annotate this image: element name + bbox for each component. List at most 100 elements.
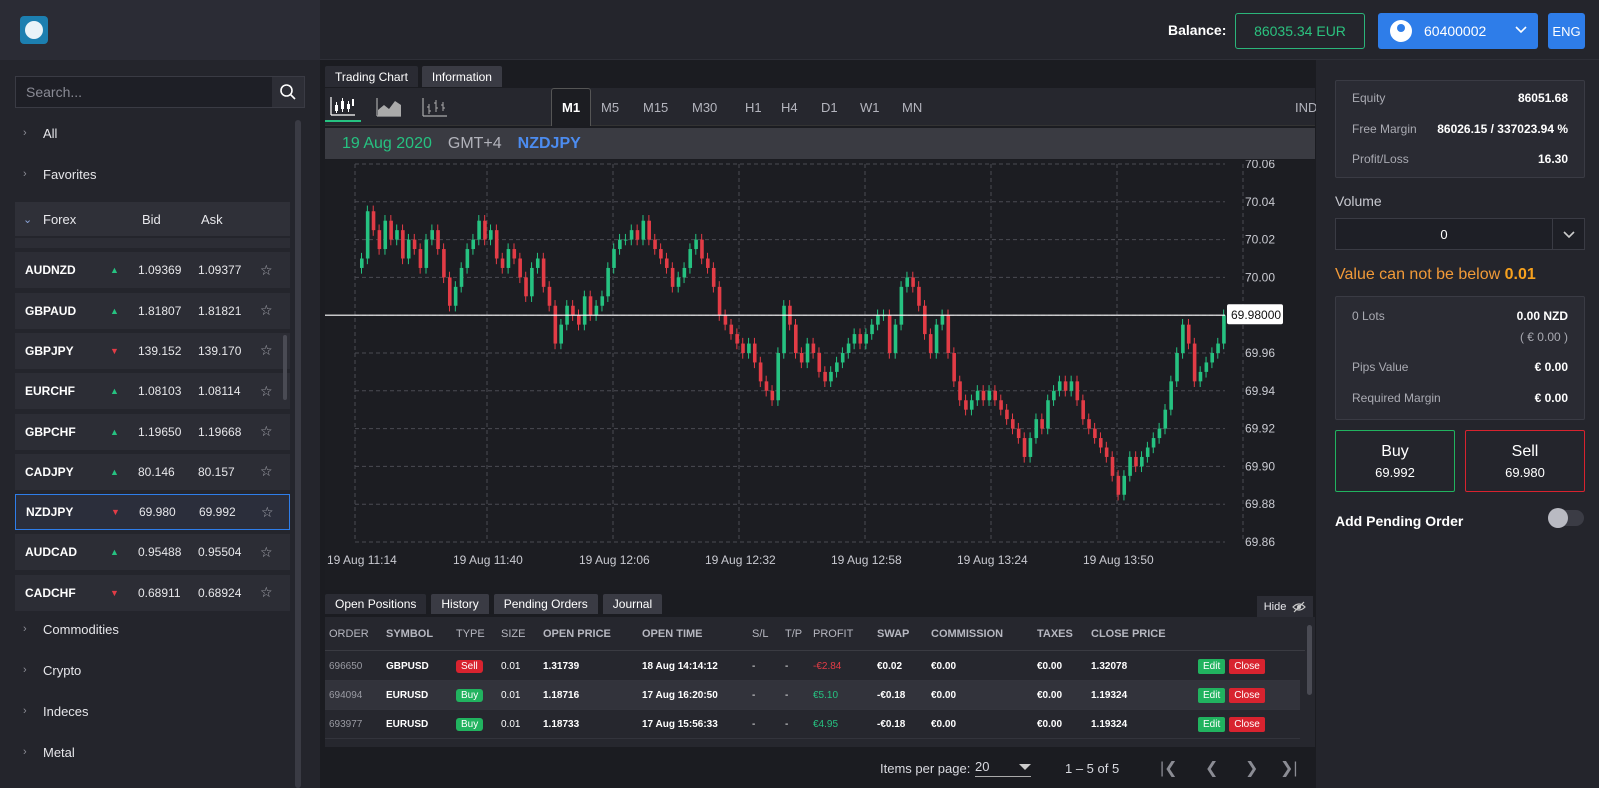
tab-journal[interactable]: Journal [602, 594, 663, 614]
candle-body [952, 353, 956, 382]
forex-row-gbpaud[interactable]: GBPAUD ▲ 1.81807 1.81821 ☆ [15, 292, 290, 329]
forex-row-cadchf[interactable]: CADCHF ▼ 0.68911 0.68924 ☆ [15, 574, 290, 611]
table-row[interactable]: 694094 EURUSD Buy 0.01 1.18716 17 Aug 16:20:5… [325, 681, 1300, 710]
star-icon[interactable]: ☆ [260, 302, 273, 319]
bid-price: 0.95488 [138, 545, 182, 560]
category-indeces[interactable]: › Indeces [15, 696, 290, 726]
timeframe-m15[interactable]: M15 [643, 99, 669, 115]
forex-row-audcad[interactable]: AUDCAD ▲ 0.95488 0.95504 ☆ [15, 534, 290, 571]
candle-body [1210, 353, 1215, 363]
candlestick-icon[interactable] [325, 92, 361, 122]
pending-order-toggle[interactable] [1548, 508, 1584, 528]
candle-body [799, 353, 804, 363]
forex-row-audnzd[interactable]: AUDNZD ▲ 1.09369 1.09377 ☆ [15, 252, 290, 289]
timeframe-m5[interactable]: M5 [601, 99, 620, 115]
items-per-page-select[interactable]: 20 [975, 759, 1031, 777]
stop-loss: - [752, 718, 756, 730]
order-size: 0.01 [501, 689, 521, 701]
forex-row-gbpchf[interactable]: GBPCHF ▲ 1.19650 1.19668 ☆ [15, 413, 290, 450]
volume-input[interactable]: 0 [1335, 218, 1585, 250]
star-icon[interactable]: ☆ [260, 543, 273, 560]
star-icon[interactable]: ☆ [261, 503, 274, 520]
star-icon[interactable]: ☆ [260, 238, 273, 239]
close-position-button[interactable]: Close [1229, 687, 1265, 703]
candlestick-chart[interactable]: 70.0670.0470.0270.0069.9869.9669.9469.92… [325, 160, 1315, 590]
timeframe-mn[interactable]: MN [902, 99, 923, 115]
star-icon[interactable]: ☆ [260, 463, 273, 480]
search-button[interactable] [272, 77, 304, 107]
bar-chart-icon[interactable] [417, 92, 453, 122]
timeframe-d1[interactable]: D1 [821, 99, 838, 115]
last-page-icon[interactable]: ❯| [1280, 760, 1298, 777]
table-row[interactable]: 696650 GBPUSD Sell 0.01 1.31739 18 Aug 14:14:… [325, 652, 1300, 681]
tab-history[interactable]: History [431, 594, 489, 614]
candle-body [923, 305, 927, 335]
sidebar-scrollbar[interactable] [295, 120, 301, 788]
prev-page-icon[interactable]: ❮ [1205, 760, 1219, 777]
sell-button[interactable]: Sell 69.980 [1465, 430, 1585, 492]
star-icon[interactable]: ☆ [260, 342, 273, 359]
category-metal[interactable]: › Metal [15, 737, 290, 767]
account-dropdown[interactable]: 60400002 [1378, 13, 1538, 49]
area-chart-icon[interactable] [371, 92, 407, 122]
buy-button[interactable]: Buy 69.992 [1335, 430, 1455, 492]
forex-row-cadjpy[interactable]: CADJPY ▲ 80.146 80.157 ☆ [15, 453, 290, 490]
candle-body [430, 230, 434, 240]
candle-body [670, 267, 675, 287]
pips-row: Pips Value € 0.00 [1352, 360, 1568, 374]
open-price: 1.18733 [543, 718, 580, 730]
candle-body [383, 220, 388, 250]
tab-open-positions[interactable]: Open Positions [325, 594, 427, 614]
candle-body [829, 371, 833, 382]
candle-body [1052, 390, 1056, 401]
edit-button[interactable]: Edit [1198, 687, 1226, 703]
category-favorites[interactable]: › Favorites [15, 159, 290, 189]
star-icon[interactable]: ☆ [260, 423, 273, 439]
open-price: 1.31739 [543, 660, 580, 672]
current-price-tag [1227, 304, 1283, 325]
edit-button[interactable]: Edit [1198, 658, 1226, 674]
lots-eur: ( € 0.00 ) [1519, 330, 1568, 344]
first-page-icon[interactable]: |❮ [1160, 760, 1178, 777]
forex-row-eurchf[interactable]: EURCHF ▲ 1.08103 1.08114 ☆ [15, 373, 290, 410]
swap: -€0.18 [877, 718, 906, 730]
category-forex-header[interactable]: ⌄ Forex Bid Ask [15, 202, 290, 236]
language-button[interactable]: ENG [1548, 13, 1585, 49]
candle-body [371, 211, 376, 231]
star-icon[interactable]: ☆ [260, 382, 273, 399]
tab-pending-orders[interactable]: Pending Orders [493, 594, 598, 614]
price-chart[interactable]: 70.0670.0470.0270.0069.9869.9669.9469.92… [325, 160, 1315, 590]
tab-information[interactable]: Information [421, 66, 502, 87]
table-scrollbar[interactable] [1307, 625, 1312, 695]
forex-row-gbpjpy[interactable]: GBPJPY ▼ 139.152 139.170 ☆ [15, 332, 290, 369]
next-page-icon[interactable]: ❯ [1245, 760, 1259, 777]
category-commodities[interactable]: › Commodities [15, 614, 290, 644]
close-position-button[interactable]: Close [1229, 658, 1265, 674]
candle-body [1081, 400, 1085, 420]
close-position-button[interactable]: Close [1229, 716, 1265, 732]
timeframe-h1[interactable]: H1 [745, 99, 762, 115]
chevron-down-icon[interactable] [1552, 219, 1584, 249]
star-icon[interactable]: ☆ [260, 261, 273, 278]
timeframe-w1[interactable]: W1 [860, 99, 880, 115]
candle-body [518, 258, 522, 278]
category-crypto[interactable]: › Crypto [15, 655, 290, 685]
timeframe-h4[interactable]: H4 [781, 99, 798, 115]
category-all[interactable]: › All [15, 118, 290, 148]
timeframe-m30[interactable]: M30 [692, 99, 718, 115]
tab-trading-chart[interactable]: Trading Chart [325, 66, 418, 87]
forex-list-scrollbar[interactable] [283, 335, 287, 400]
search-input[interactable] [16, 77, 272, 107]
free-margin-value: 86026.15 / 337023.94 % [1437, 122, 1568, 136]
timeframe-m1[interactable]: M1 [551, 88, 592, 126]
volume-value[interactable]: 0 [1440, 226, 1448, 242]
table-row[interactable]: 693977 EURUSD Buy 0.01 1.18733 17 Aug 15:56:3… [325, 710, 1300, 739]
forex-row-eurgbp[interactable]: EURGBP▲0.902420.90254☆ [15, 238, 290, 248]
edit-button[interactable]: Edit [1198, 716, 1226, 732]
star-icon[interactable]: ☆ [260, 584, 273, 601]
candle-body [541, 258, 546, 287]
logo-icon[interactable] [20, 16, 48, 44]
forex-row-nzdjpy[interactable]: NZDJPY ▼ 69.980 69.992 ☆ [15, 494, 290, 531]
pips-value: € 0.00 [1534, 360, 1568, 374]
hide-panel-button[interactable]: Hide [1257, 596, 1313, 617]
